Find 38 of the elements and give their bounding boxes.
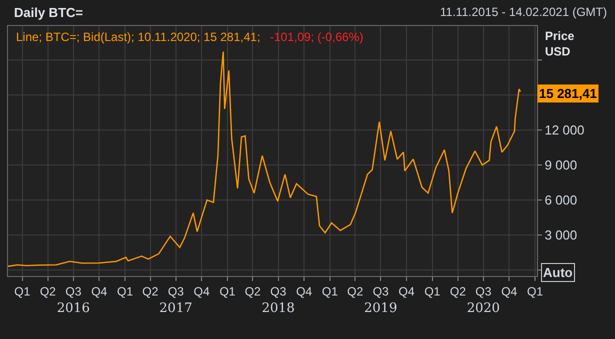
x-tick-label: Q2 bbox=[142, 284, 159, 298]
x-tick-label: Q3 bbox=[372, 284, 390, 298]
x2-tick-label: 2020 bbox=[466, 301, 500, 316]
x-tick-label: Q4 bbox=[91, 284, 108, 298]
x2-tick-label: 2018 bbox=[262, 301, 295, 316]
x-tick-label: Q4 bbox=[194, 284, 210, 298]
annotation: -101,09; (-0,66%) bbox=[270, 30, 364, 44]
y-tick-label: 6 000 bbox=[544, 192, 578, 208]
text: 11.11.2015 - 14.02.2021 (GMT) bbox=[440, 5, 607, 19]
x-tick-label: Q4 bbox=[296, 284, 312, 298]
x-tick-label: Q1 bbox=[424, 284, 441, 298]
chart-subtitle: Line; BTC=; Bid(Last); 10.11.2020; 15 281,41; bbox=[16, 30, 260, 44]
x-tick-label: Q3 bbox=[168, 284, 184, 298]
x2-tick-label: 2017 bbox=[159, 301, 192, 316]
y-tick-label: 12 000 bbox=[544, 122, 584, 138]
y-axis-title: Price USD bbox=[545, 29, 575, 59]
x-tick-label: Q1 bbox=[14, 284, 31, 298]
chart-title: Daily BTC= bbox=[14, 5, 84, 20]
x-tick-label: Q3 bbox=[475, 284, 492, 298]
x-tick-label: Q2 bbox=[450, 284, 466, 298]
x-tick-label: Q1 bbox=[117, 284, 134, 298]
x-tick-label: Q2 bbox=[347, 284, 364, 298]
y-tick-label: 3 000 bbox=[544, 228, 578, 243]
x-tick-label: Q1 bbox=[527, 284, 544, 298]
x2-tick-label: 2016 bbox=[56, 301, 90, 316]
x-tick-label: Q3 bbox=[270, 284, 287, 298]
y-tick-label: 9 000 bbox=[544, 158, 578, 173]
x-tick-label: Q1 bbox=[219, 284, 236, 298]
text: 15 281,41 bbox=[539, 86, 597, 101]
text: Auto bbox=[543, 265, 573, 280]
x-tick-label: Q4 bbox=[398, 284, 415, 298]
x2-tick-label: 2019 bbox=[364, 301, 398, 316]
x-tick-label: Q4 bbox=[501, 284, 518, 298]
x-tick-label: Q3 bbox=[65, 284, 82, 298]
x-tick-label: Q1 bbox=[322, 284, 338, 298]
x-tick-label: Q2 bbox=[244, 284, 262, 298]
x-tick-label: Q2 bbox=[40, 284, 56, 298]
line-series bbox=[8, 51, 522, 267]
